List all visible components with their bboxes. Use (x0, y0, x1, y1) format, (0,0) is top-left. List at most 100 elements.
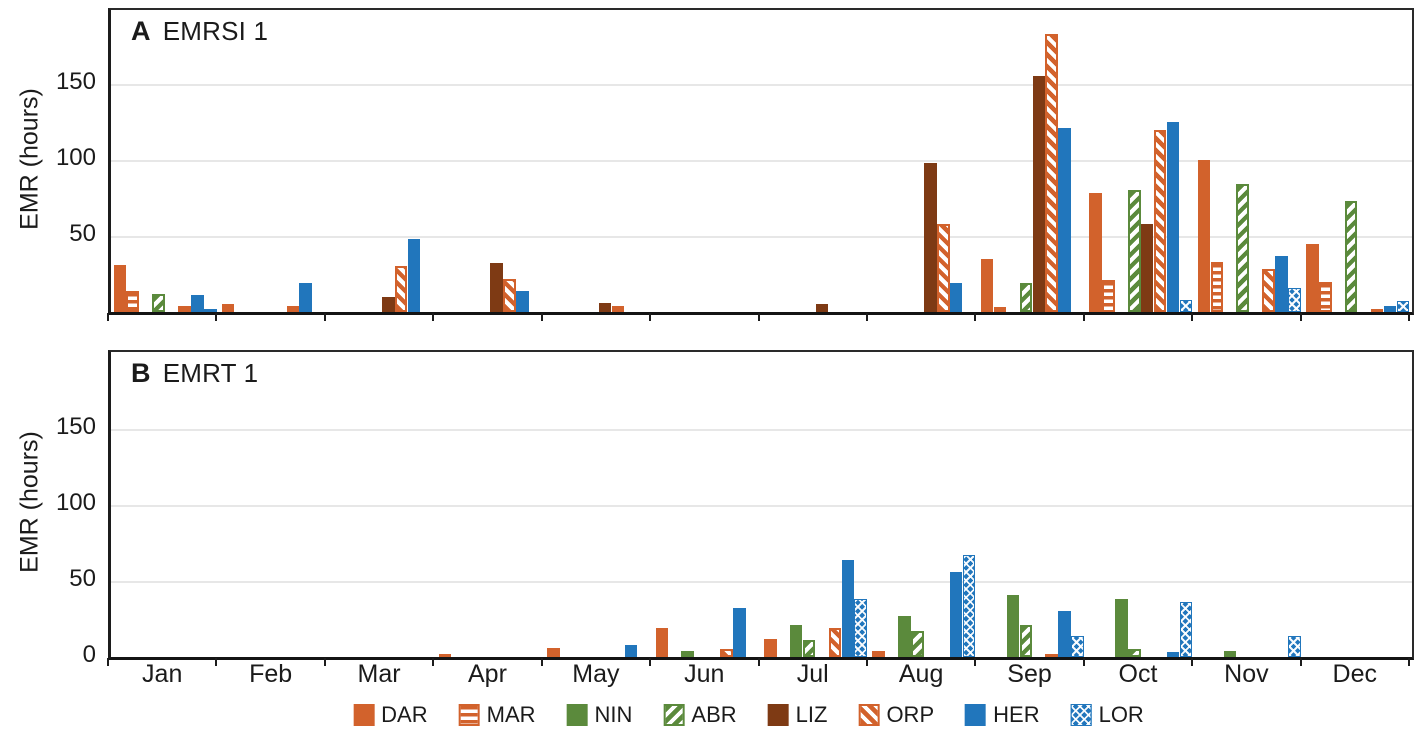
x-tick (865, 313, 868, 321)
bar-dar-jun (655, 628, 669, 657)
bar-mar-jan (126, 290, 139, 312)
legend-item-lor: LOR (1070, 702, 1144, 728)
bar-mar-oct (1102, 280, 1115, 312)
y-tick-label-150: 150 (55, 68, 96, 95)
bar-orp-may (611, 305, 625, 312)
bar-her-aug (949, 571, 963, 657)
bar-liz-may (598, 302, 612, 312)
bar-liz-aug (924, 163, 937, 312)
bar-lor-jan (203, 308, 217, 312)
x-tick (1408, 313, 1410, 321)
bar-abr-sep (1019, 625, 1033, 657)
legend-item-dar: DAR (353, 702, 428, 728)
x-tick (865, 658, 868, 666)
bar-liz-sep (1032, 76, 1046, 312)
x-tick (1191, 658, 1194, 666)
bar-her-sep (1058, 611, 1071, 657)
legend-swatch-lor-icon (1070, 704, 1092, 726)
bar-her-jan (191, 295, 204, 312)
x-tick (323, 658, 326, 666)
bar-dar-jan (113, 264, 127, 312)
bar-orp-sep (1045, 653, 1058, 657)
x-tick (1299, 658, 1302, 666)
bar-orp-aug (937, 223, 950, 312)
bar-dar-jul (764, 638, 777, 657)
x-tick (1082, 658, 1085, 666)
legend-swatch-liz-icon (767, 704, 789, 726)
bar-lor-dec (1396, 301, 1410, 312)
legend-label-nin: NIN (594, 702, 633, 727)
bar-liz-jul (815, 304, 829, 312)
y-tick-label-150: 150 (55, 413, 96, 440)
month-label-apr: Apr (468, 660, 507, 688)
bar-abr-sep (1019, 283, 1033, 312)
bar-her-dec (1383, 305, 1397, 312)
bar-lor-nov (1288, 635, 1301, 657)
bar-liz-mar (382, 296, 395, 312)
bar-her-mar (407, 239, 421, 312)
bar-dar-apr (438, 653, 452, 657)
panel-a-title-text: EMRSI 1 (162, 16, 269, 46)
bar-her-nov (1275, 255, 1288, 312)
bar-nin-jul (789, 625, 803, 657)
panel-b-letter: B (131, 358, 151, 388)
bar-her-sep (1058, 128, 1071, 312)
month-label-jul: Jul (796, 660, 829, 688)
bar-liz-apr (490, 263, 503, 312)
bar-her-may (624, 644, 638, 657)
bar-nin-jun (681, 650, 694, 657)
x-tick (323, 313, 326, 321)
panel-b-title-text: EMRT 1 (162, 358, 259, 388)
bar-abr-oct (1128, 190, 1141, 312)
bar-orp-jan (178, 305, 191, 312)
bar-dar-oct (1089, 193, 1102, 312)
bar-abr-nov (1236, 184, 1249, 312)
bar-mar-nov (1210, 261, 1224, 312)
bar-her-oct (1166, 122, 1180, 312)
bar-orp-mar (394, 266, 408, 312)
x-tick (974, 658, 977, 666)
month-label-oct: Oct (1118, 660, 1158, 688)
x-tick (540, 313, 543, 321)
gridline-150 (111, 429, 1412, 431)
legend-swatch-abr-icon (663, 704, 685, 726)
gridline-150 (111, 84, 1412, 86)
legend-item-nin: NIN (566, 702, 633, 728)
bar-dar-nov (1197, 160, 1211, 312)
x-tick (432, 658, 435, 666)
legend-swatch-her-icon (965, 704, 987, 726)
bar-nin-aug (898, 615, 911, 657)
y-tick-label-50: 50 (69, 565, 96, 592)
legend-label-mar: MAR (486, 702, 536, 727)
bar-her-oct (1166, 652, 1180, 657)
legend-label-abr: ABR (691, 702, 737, 727)
bar-orp-apr (503, 278, 516, 312)
month-label-feb: Feb (249, 660, 293, 688)
x-tick (757, 313, 760, 321)
bar-lor-nov (1288, 287, 1301, 312)
bar-mar-dec (1319, 281, 1332, 312)
bar-nin-oct (1115, 599, 1128, 657)
month-label-nov: Nov (1224, 660, 1269, 688)
month-label-mar: Mar (357, 660, 401, 688)
bar-abr-jul (802, 640, 816, 657)
bar-dar-aug (872, 650, 885, 657)
bar-orp-oct (1153, 129, 1167, 312)
y-tick-label-0: 0 (82, 641, 96, 668)
legend-item-abr: ABR (663, 702, 737, 728)
bar-abr-dec (1344, 201, 1358, 312)
bar-lor-jul (854, 599, 867, 657)
month-label-aug: Aug (898, 660, 944, 688)
x-tick (215, 658, 218, 666)
legend-swatch-dar-icon (353, 704, 375, 726)
bar-orp-feb (286, 305, 300, 312)
legend-label-her: HER (993, 702, 1040, 727)
bar-her-jul (841, 559, 855, 657)
bar-lor-oct (1179, 602, 1193, 657)
bar-dar-dec (1306, 243, 1319, 312)
bar-her-apr (516, 290, 529, 312)
x-tick (540, 658, 543, 666)
bar-dar-may (547, 647, 560, 657)
bar-orp-dec (1370, 308, 1384, 312)
month-label-jun: Jun (684, 660, 725, 688)
